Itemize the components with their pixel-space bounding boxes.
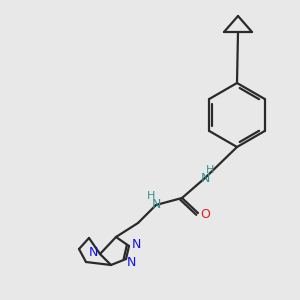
Text: H: H (147, 191, 155, 201)
Text: N: N (131, 238, 141, 250)
Text: N: N (151, 199, 161, 212)
Text: N: N (126, 256, 136, 269)
Text: O: O (200, 208, 210, 221)
Text: H: H (206, 165, 214, 175)
Text: N: N (200, 172, 210, 184)
Text: N: N (88, 245, 98, 259)
